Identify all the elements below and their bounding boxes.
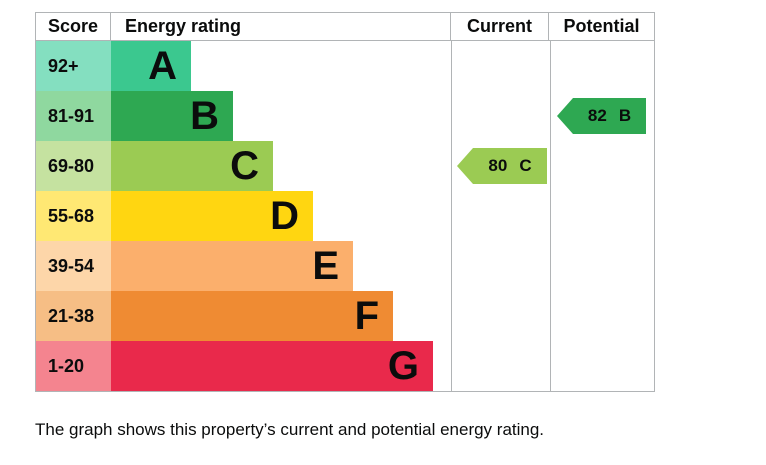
band-bar-a: A — [111, 41, 191, 91]
potential-rating-arrow: 82 B — [557, 98, 646, 134]
band-letter-a: A — [148, 44, 177, 88]
potential-rating-band: B — [618, 106, 632, 125]
band-score-f: 21-38 — [36, 291, 111, 341]
band-letter-c: C — [230, 144, 259, 188]
band-score-a: 92+ — [36, 41, 111, 91]
band-row-d: 55-68 D — [36, 191, 654, 241]
band-row-a: 92+ A — [36, 41, 654, 91]
chart-body: 92+ A 81-91 B 69-80 C 55-68 D 39-54 — [36, 41, 654, 391]
band-bar-e: E — [111, 241, 353, 291]
band-letter-f: F — [354, 294, 379, 338]
band-bar-c: C — [111, 141, 273, 191]
band-row-g: 1-20 G — [36, 341, 654, 391]
epc-rating-chart: Score Energy rating Current Potential 92… — [35, 12, 655, 392]
band-score-c: 69-80 — [36, 141, 111, 191]
band-letter-b: B — [190, 94, 219, 138]
column-header-current: Current — [450, 13, 548, 40]
potential-column-divider — [550, 41, 551, 391]
band-score-b: 81-91 — [36, 91, 111, 141]
column-header-energy-rating: Energy rating — [125, 16, 242, 36]
column-header-score: Score — [36, 13, 111, 40]
band-bar-b: B — [111, 91, 233, 141]
band-letter-g: G — [387, 344, 419, 388]
band-letter-e: E — [312, 244, 339, 288]
band-bar-d: D — [111, 191, 313, 241]
band-row-b: 81-91 B — [36, 91, 654, 141]
band-bar-g: G — [111, 341, 433, 391]
column-header-potential: Potential — [548, 13, 654, 40]
band-score-g: 1-20 — [36, 341, 111, 391]
band-score-e: 39-54 — [36, 241, 111, 291]
potential-rating-value: 82 — [587, 106, 607, 125]
current-rating-band: C — [519, 156, 532, 175]
band-bar-f: F — [111, 291, 393, 341]
band-score-d: 55-68 — [36, 191, 111, 241]
band-row-f: 21-38 F — [36, 291, 654, 341]
current-rating-arrow: 80 C — [457, 148, 547, 184]
chart-header: Score Energy rating Current Potential — [36, 13, 654, 41]
chart-caption: The graph shows this property’s current … — [35, 420, 545, 439]
current-column-divider — [451, 41, 452, 391]
band-row-e: 39-54 E — [36, 241, 654, 291]
current-rating-value: 80 — [488, 156, 508, 175]
band-row-c: 69-80 C — [36, 141, 654, 191]
band-letter-d: D — [270, 194, 299, 238]
